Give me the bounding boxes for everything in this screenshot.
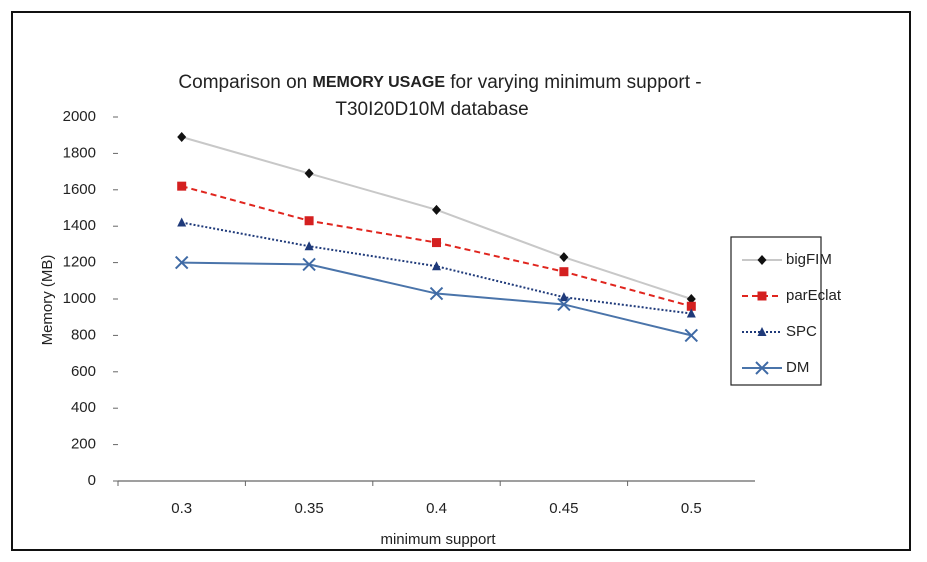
chart-title: T30I20D10M database	[335, 99, 528, 120]
title-part: Comparison on	[178, 72, 307, 93]
marker	[757, 291, 767, 301]
legend-box	[730, 236, 822, 386]
y-tick-label: 800	[71, 326, 96, 343]
y-tick-label: 1800	[63, 144, 96, 161]
legend-label: DM	[786, 359, 809, 376]
marker	[684, 328, 699, 343]
chart-title: Comparison on MEMORY USAGE for varying m…	[178, 72, 701, 93]
marker	[302, 257, 316, 272]
marker	[432, 238, 441, 248]
x-tick-label: 0.4	[426, 500, 447, 517]
marker	[432, 204, 441, 215]
marker	[686, 308, 696, 318]
y-tick-label: 400	[71, 399, 96, 416]
y-tick-label: 1400	[63, 217, 96, 234]
title-part: for varying minimum support -	[450, 72, 701, 93]
marker	[757, 255, 767, 265]
y-tick-label: 1600	[63, 181, 96, 198]
legend-label: bigFIM	[786, 251, 832, 268]
marker	[174, 255, 189, 270]
marker	[304, 216, 314, 226]
marker	[177, 217, 187, 227]
marker	[177, 132, 187, 143]
marker	[304, 241, 314, 251]
marker	[429, 286, 444, 301]
x-tick-label: 0.5	[681, 500, 702, 517]
marker	[559, 252, 569, 263]
x-tick-label: 0.45	[549, 500, 578, 517]
marker	[177, 181, 187, 191]
legend-label: SPC	[786, 323, 817, 340]
marker	[432, 261, 441, 271]
title-part: MEMORY USAGE	[313, 74, 446, 91]
marker	[686, 301, 696, 311]
marker	[304, 168, 314, 179]
legend-label: parEclat	[786, 287, 842, 304]
marker	[557, 297, 571, 312]
y-tick-label: 0	[88, 472, 96, 489]
series-line	[181, 221, 692, 315]
y-tick-label: 1200	[63, 254, 96, 271]
marker	[686, 294, 696, 304]
y-tick-label: 600	[71, 363, 96, 380]
x-tick-label: 0.35	[294, 500, 323, 517]
marker	[559, 267, 569, 277]
marker	[755, 361, 769, 375]
y-axis-title: Memory (MB)	[39, 255, 56, 346]
y-tick-label: 200	[71, 436, 96, 453]
marker	[559, 292, 569, 302]
x-axis-title: minimum support	[380, 531, 496, 548]
marker	[757, 327, 767, 336]
y-tick-label: 1000	[63, 290, 96, 307]
x-tick-label: 0.3	[171, 500, 192, 517]
y-tick-label: 2000	[63, 108, 96, 125]
